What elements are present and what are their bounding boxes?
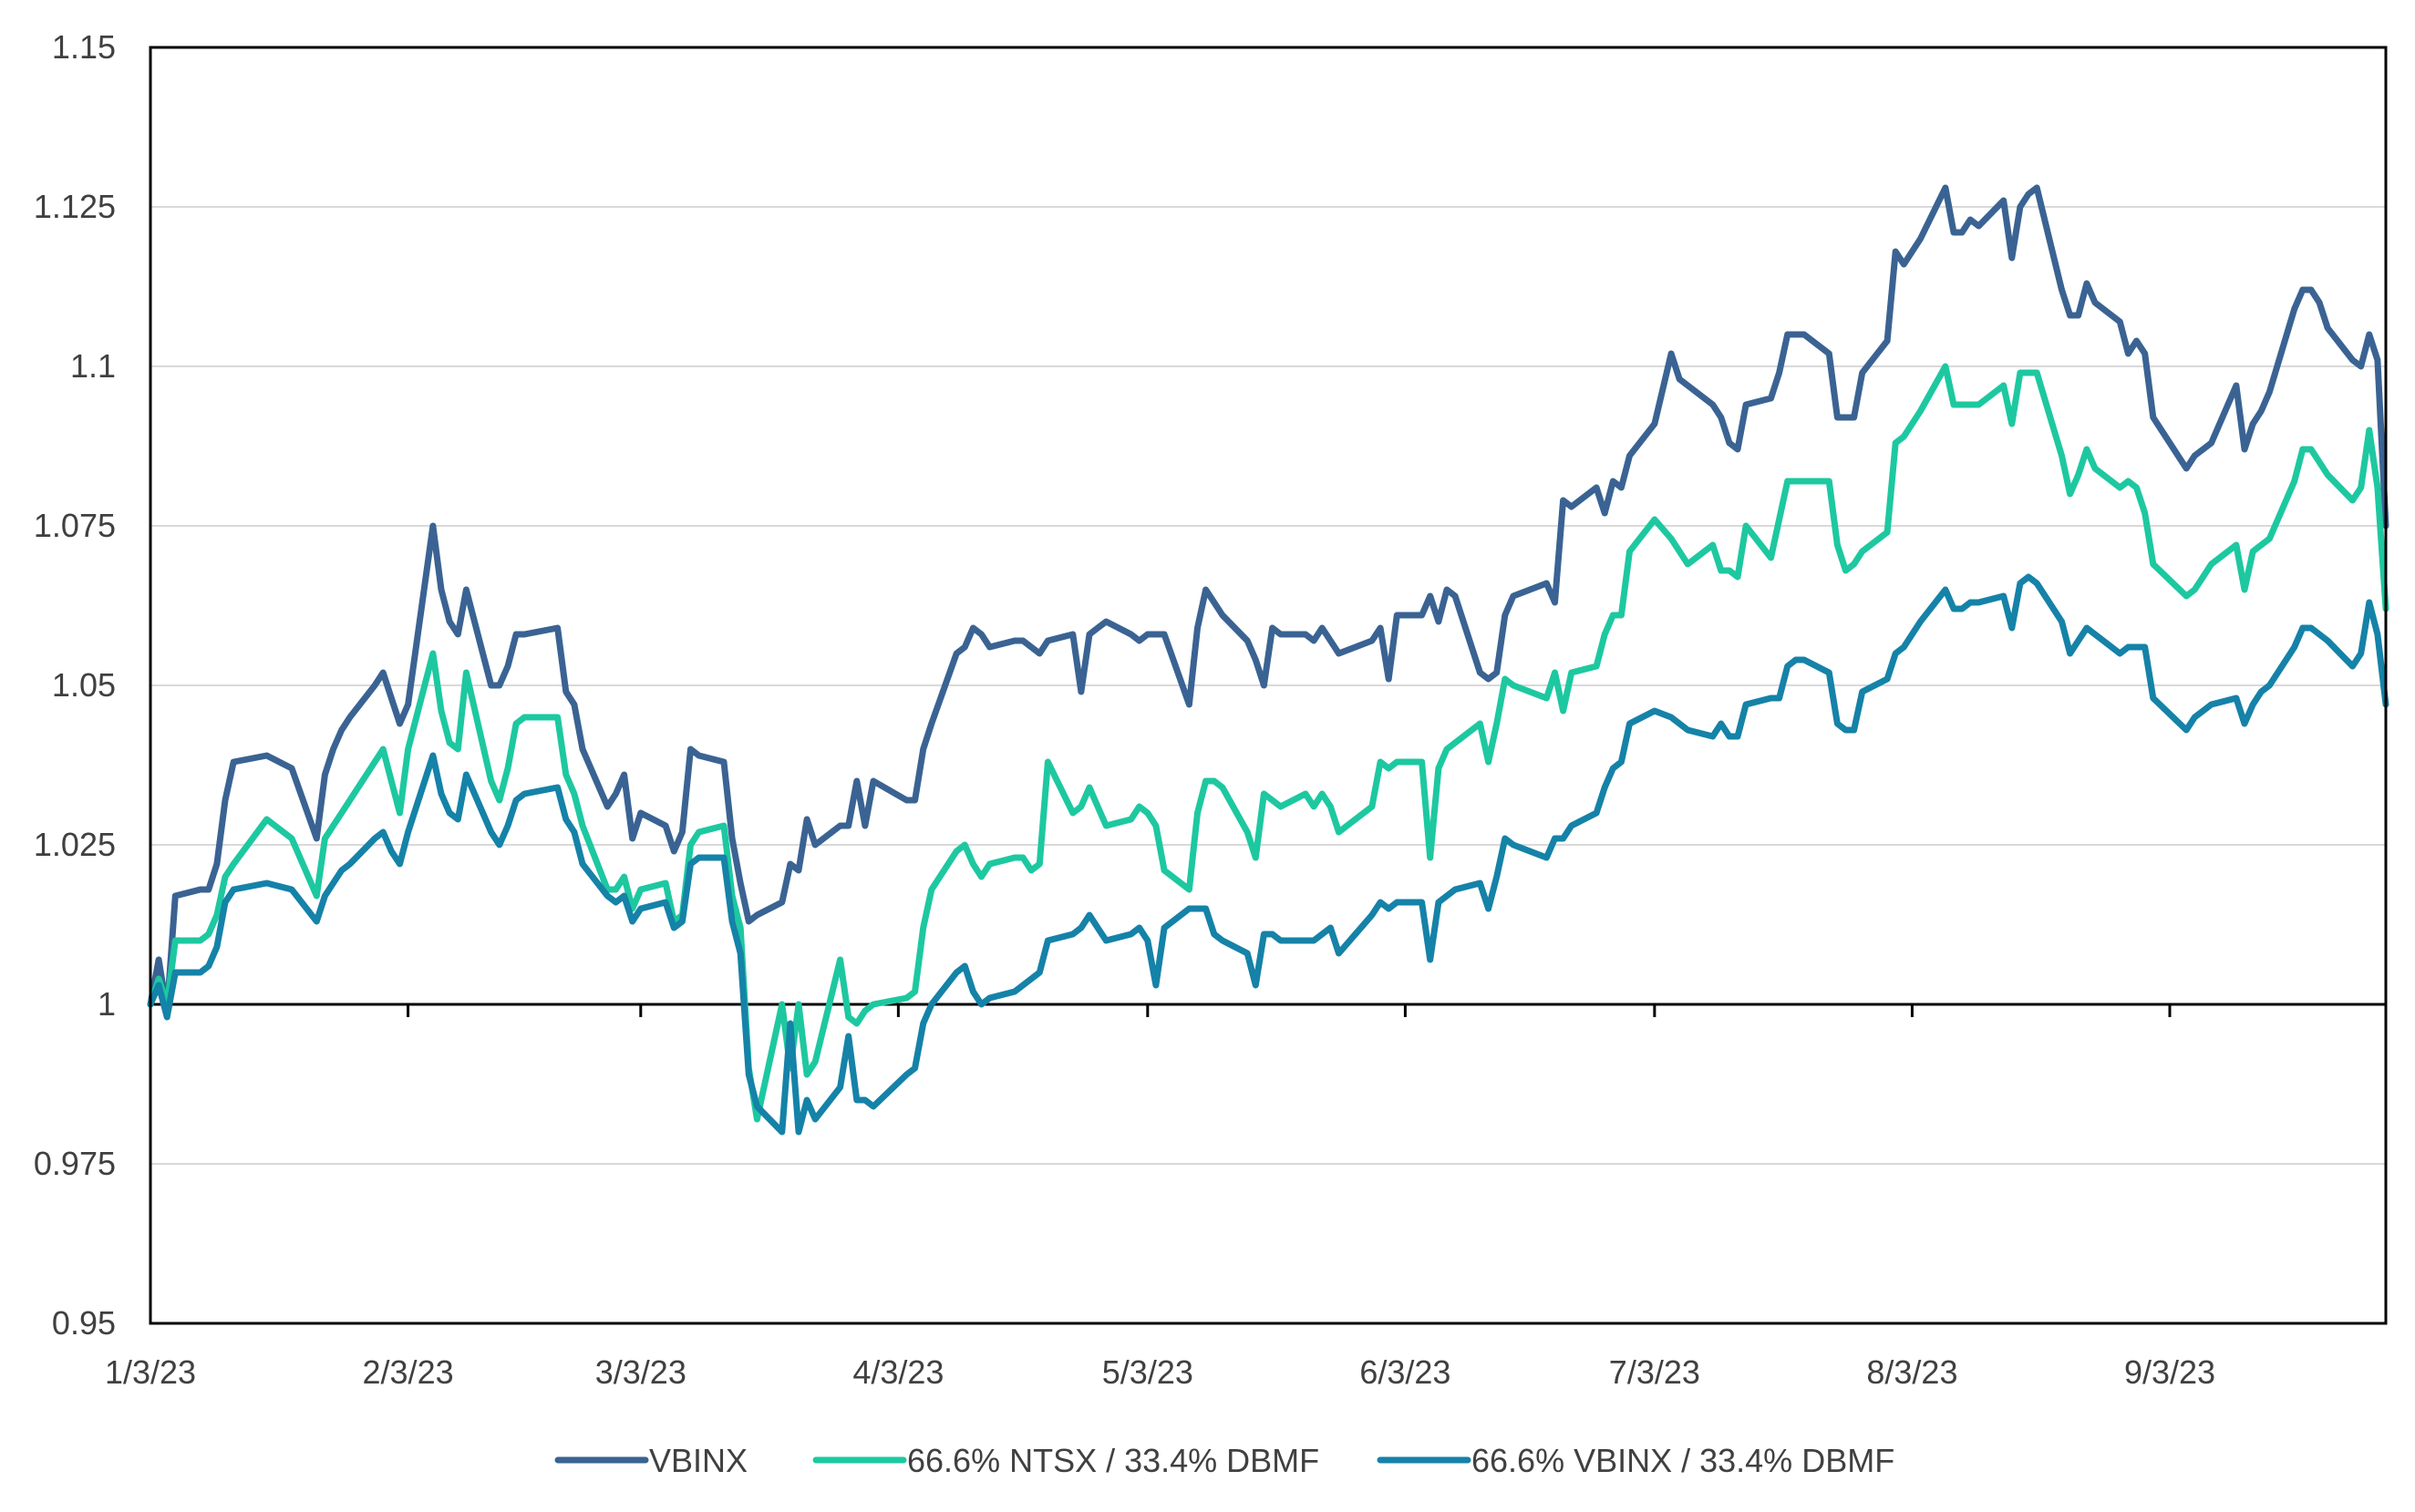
- y-tick-label: 1.025: [34, 826, 116, 863]
- x-tick-label: 1/3/23: [105, 1353, 196, 1391]
- y-tick-label: 1.1: [70, 347, 116, 385]
- x-tick-label: 9/3/23: [2124, 1353, 2215, 1391]
- y-axis-tick-labels: 0.95 0.975 1 1.025 1.05 1.075 1.1 1.125 1.15: [34, 28, 116, 1342]
- x-tick-label: 5/3/23: [1102, 1353, 1193, 1391]
- legend: VBINX 66.6% NTSX / 33.4% DBMF 66.6% VBINX …: [554, 1442, 1894, 1479]
- y-tick-label: 0.95: [52, 1304, 116, 1342]
- baseline-axis: [149, 1003, 2386, 1017]
- x-tick-label: 3/3/23: [595, 1353, 686, 1391]
- x-axis-tick-labels: 1/3/23 2/3/23 3/3/23 4/3/23 5/3/23 6/3/23 7/3/…: [105, 1353, 2215, 1391]
- legend-label-1: VBINX: [649, 1442, 748, 1479]
- y-tick-label: 1.125: [34, 188, 116, 225]
- x-tick-label: 8/3/23: [1866, 1353, 1957, 1391]
- y-tick-label: 0.975: [34, 1145, 116, 1182]
- series-line-2: [147, 363, 2389, 1123]
- series-line-1: [147, 184, 2389, 1014]
- legend-label-3: 66.6% VBINX / 33.4% DBMF: [1471, 1442, 1894, 1479]
- x-tick-label: 4/3/23: [852, 1353, 944, 1391]
- x-tick-label: 2/3/23: [363, 1353, 454, 1391]
- gridlines: [150, 206, 2386, 1165]
- y-tick-label: 1: [98, 985, 116, 1023]
- series-line-3: [147, 573, 2389, 1136]
- y-tick-label: 1.075: [34, 507, 116, 544]
- legend-label-2: 66.6% NTSX / 33.4% DBMF: [907, 1442, 1319, 1479]
- x-tick-label: 6/3/23: [1359, 1353, 1450, 1391]
- y-tick-label: 1.05: [52, 666, 116, 704]
- y-tick-label: 1.15: [52, 28, 116, 66]
- x-tick-label: 7/3/23: [1609, 1353, 1700, 1391]
- plot-frame: [149, 46, 2388, 1325]
- series-lines: [147, 184, 2389, 1136]
